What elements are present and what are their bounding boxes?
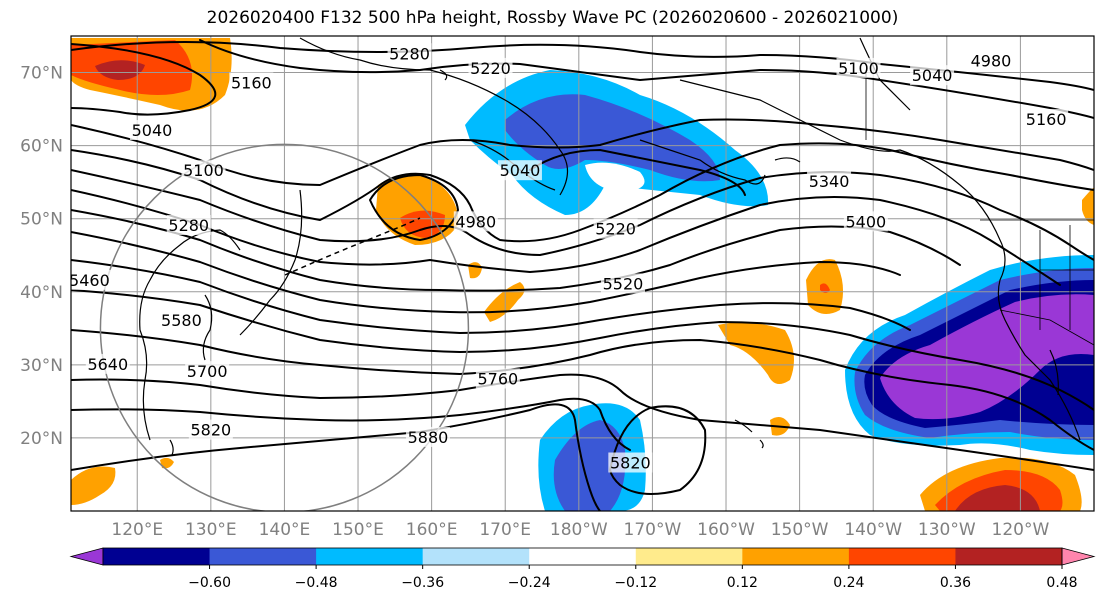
contour-label-bg bbox=[387, 43, 432, 64]
contour-label: 5880 bbox=[408, 428, 449, 447]
contour-label: 5640 bbox=[87, 355, 128, 374]
contour-label-bg bbox=[600, 273, 645, 294]
colorbar-tick-label: 0.36 bbox=[940, 575, 971, 591]
colorbar-tick-label: 0.12 bbox=[727, 575, 758, 591]
contour-label: 5520 bbox=[603, 274, 644, 293]
colorbar-tick-label: −0.48 bbox=[295, 575, 338, 591]
latitude-label: 30°N bbox=[20, 356, 63, 376]
contour-label-bg bbox=[593, 218, 638, 239]
colorbar-extend-high bbox=[1061, 547, 1096, 566]
contour-label-bg bbox=[159, 310, 204, 330]
contour-label-bg bbox=[181, 160, 226, 181]
longitude-label: 170°E bbox=[479, 520, 531, 540]
longitude-label: 170°W bbox=[624, 520, 682, 540]
contour-label: 5220 bbox=[470, 59, 511, 78]
contour-label-bg bbox=[468, 57, 513, 78]
colorbar-tick-label: −0.24 bbox=[508, 575, 551, 591]
reference-circle bbox=[99, 143, 470, 511]
latitude-label: 70°N bbox=[20, 64, 63, 84]
contour-label-bg bbox=[185, 361, 230, 382]
colorbar-tick-label: −0.60 bbox=[188, 575, 231, 591]
contour-label: 5040 bbox=[912, 66, 953, 85]
contour-label: 5400 bbox=[845, 212, 886, 231]
contour-label-bg bbox=[405, 426, 450, 447]
colorbar: −0.60 −0.48 −0.36 −0.24 −0.12 0.12 0.24 0.36 0.4… bbox=[69, 547, 1096, 591]
contour-label: 5280 bbox=[168, 216, 209, 235]
colorbar-segment bbox=[316, 548, 424, 565]
contour-label: 4980 bbox=[971, 52, 1012, 71]
latitude-label: 20°N bbox=[20, 429, 63, 449]
map-plot-area: 5280 5220 5160 5100 5040 4980 5160 5040 5100 5040… bbox=[69, 36, 1094, 511]
contour-label-bg bbox=[453, 211, 498, 232]
longitude-label: 160°E bbox=[406, 520, 458, 540]
colorbar-segment bbox=[529, 548, 637, 565]
longitude-labels: 120°E 130°E 140°E 150°E 160°E 170°E 180°W 170°W… bbox=[111, 520, 1049, 540]
contour-label-bg bbox=[807, 171, 852, 192]
contour-label: 5100 bbox=[838, 59, 879, 78]
contour-label: 4980 bbox=[455, 212, 496, 231]
colorbar-extend-low bbox=[69, 547, 104, 566]
contour-label-bg bbox=[910, 65, 955, 86]
longitude-label: 140°E bbox=[259, 520, 311, 540]
contour-label: 5220 bbox=[595, 220, 636, 239]
colorbar-segment bbox=[209, 548, 317, 565]
map-title: 2026020400 F132 500 hPa height, Rossby W… bbox=[206, 8, 899, 28]
contour-label-bg bbox=[968, 50, 1013, 71]
contour-label: 5760 bbox=[478, 369, 519, 388]
colorbar-segment bbox=[422, 548, 530, 565]
contour-label-bg bbox=[608, 452, 653, 473]
colorbar-segment bbox=[103, 548, 211, 565]
colorbar-frame bbox=[102, 547, 1063, 566]
contour-label: 5280 bbox=[389, 44, 430, 63]
longitude-label: 150°W bbox=[771, 520, 829, 540]
colorbar-segment bbox=[848, 548, 956, 565]
anomaly-shading bbox=[71, 38, 1094, 511]
height-contours bbox=[71, 39, 1094, 511]
colorbar-segment bbox=[635, 548, 743, 565]
contour-label-bg bbox=[1024, 109, 1069, 130]
contour-label-bg bbox=[843, 211, 888, 232]
longitude-label: 120°W bbox=[992, 520, 1050, 540]
contour-label: 5700 bbox=[187, 362, 228, 381]
contour-label: 5160 bbox=[1026, 110, 1067, 129]
contour-label: 5100 bbox=[183, 161, 224, 180]
colorbar-segment bbox=[742, 548, 850, 565]
contour-label: 5040 bbox=[500, 161, 541, 180]
longitude-label: 120°E bbox=[111, 520, 163, 540]
latitude-label: 40°N bbox=[20, 283, 63, 303]
longitude-label: 130°E bbox=[185, 520, 237, 540]
contour-label: 5160 bbox=[231, 74, 272, 93]
contour-label: 5820 bbox=[190, 421, 231, 440]
contour-label-bg bbox=[85, 353, 130, 374]
contour-labels: 5280 5220 5160 5100 5040 4980 5160 5040 5100 5040… bbox=[69, 43, 1069, 473]
contour-label-bg bbox=[166, 215, 211, 235]
longitude-label: 140°W bbox=[844, 520, 902, 540]
map-frame bbox=[70, 35, 1095, 512]
contour-label-bg bbox=[229, 72, 274, 93]
contour-label-bg bbox=[497, 160, 542, 181]
contour-label-bg bbox=[71, 269, 112, 290]
contour-label-bg bbox=[129, 120, 174, 140]
contour-label-bg bbox=[836, 57, 881, 78]
longitude-label: 150°E bbox=[332, 520, 384, 540]
contour-label: 5340 bbox=[809, 172, 850, 191]
colorbar-segment bbox=[955, 548, 1063, 565]
colorbar-tick-label: 0.24 bbox=[833, 575, 864, 591]
colorbar-tick-label: −0.12 bbox=[614, 575, 657, 591]
contour-label: 5040 bbox=[132, 121, 173, 140]
contour-label-bg bbox=[475, 368, 520, 389]
longitude-label: 160°W bbox=[697, 520, 755, 540]
contour-label: 5820 bbox=[610, 454, 651, 473]
latitude-labels: 70°N 60°N 50°N 40°N 30°N 20°N bbox=[20, 64, 63, 449]
colorbar-tick-label: −0.36 bbox=[401, 575, 444, 591]
longitude-label: 130°W bbox=[918, 520, 976, 540]
longitude-label: 180°W bbox=[550, 520, 608, 540]
contour-label: 5460 bbox=[69, 271, 110, 290]
contour-label-bg bbox=[188, 419, 233, 440]
latitude-label: 60°N bbox=[20, 137, 63, 157]
contour-label: 5580 bbox=[161, 311, 202, 330]
colorbar-tick-label: 0.48 bbox=[1046, 575, 1077, 591]
latitude-label: 50°N bbox=[20, 210, 63, 230]
